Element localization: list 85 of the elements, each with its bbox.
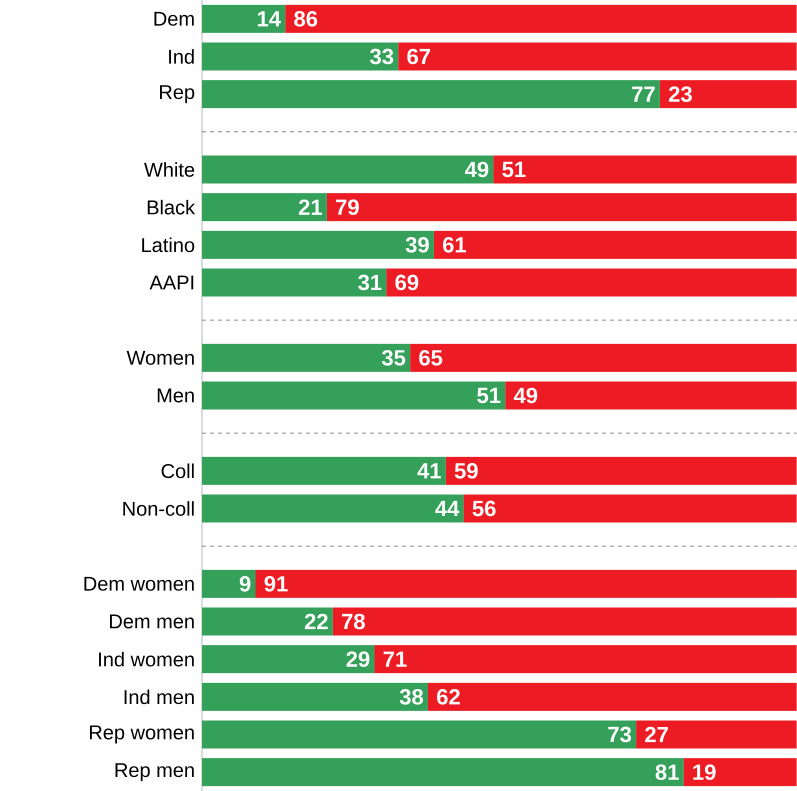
data-label: 51 — [477, 388, 500, 404]
data-label: 67 — [407, 48, 430, 64]
bar — [446, 456, 797, 485]
y-tick-label: Rep — [160, 85, 194, 104]
bar — [202, 193, 327, 222]
data-label: 86 — [294, 11, 318, 27]
bar — [386, 268, 797, 296]
data-label: 62 — [437, 689, 460, 705]
data-label: 41 — [417, 463, 441, 478]
bar — [202, 607, 333, 636]
y-tick-label: White — [144, 162, 194, 177]
y-tick-label: Coll — [162, 463, 194, 478]
bar — [202, 42, 398, 70]
data-label: 35 — [382, 350, 406, 366]
data-label: 49 — [464, 162, 488, 178]
y-tick-label: Dem men — [110, 614, 194, 628]
bar — [493, 155, 797, 184]
data-label: 39 — [406, 237, 429, 253]
bar — [202, 381, 506, 410]
data-label: 23 — [668, 86, 692, 102]
bar — [660, 80, 797, 108]
data-label: 27 — [645, 726, 668, 742]
bar — [202, 456, 446, 485]
y-tick-label: Rep women — [90, 726, 194, 744]
data-label: 73 — [608, 726, 632, 742]
y-tick-label: Men — [158, 388, 194, 402]
y-tick-label: AAPI — [150, 276, 194, 290]
bar — [202, 4, 286, 33]
y-tick-label: Black — [148, 200, 196, 214]
data-label: 61 — [443, 237, 466, 253]
bar — [505, 381, 797, 410]
data-label: 49 — [514, 388, 538, 404]
data-label: 91 — [264, 576, 288, 592]
data-label: 56 — [472, 500, 496, 516]
data-label: 65 — [419, 350, 442, 366]
bar — [434, 230, 797, 259]
bar — [326, 193, 797, 222]
bar — [202, 682, 428, 711]
data-label: 21 — [298, 199, 322, 215]
data-label: 79 — [336, 199, 359, 215]
y-tick-label: Ind — [169, 49, 194, 64]
y-tick-label: Women — [126, 350, 194, 365]
bar — [398, 42, 797, 70]
bar — [684, 758, 797, 786]
bar — [202, 80, 660, 108]
y-tick-label: Ind women — [99, 652, 194, 666]
bar — [256, 570, 797, 598]
bar — [636, 720, 797, 748]
data-label: 44 — [435, 500, 460, 516]
y-tick-label: Dem — [154, 12, 194, 26]
data-label: 77 — [632, 86, 655, 102]
data-label: 9 — [240, 576, 250, 592]
y-tick-label: Dem women — [84, 576, 194, 591]
data-label: 59 — [454, 463, 478, 479]
data-label: 31 — [358, 274, 382, 290]
bar — [202, 494, 464, 522]
bar — [202, 268, 386, 296]
data-label: 78 — [342, 614, 365, 630]
data-label: 14 — [258, 11, 281, 26]
bar — [202, 758, 684, 786]
bar — [410, 344, 797, 372]
data-label: 29 — [346, 651, 370, 667]
bar — [332, 607, 797, 636]
data-label: 69 — [395, 274, 418, 290]
data-label: 51 — [502, 162, 526, 178]
bar — [202, 230, 434, 259]
bar — [202, 155, 494, 184]
data-label: 81 — [656, 764, 679, 780]
bar — [202, 720, 636, 748]
bar — [202, 344, 410, 372]
y-tick-label: Non-coll — [123, 501, 194, 516]
data-label: 19 — [693, 764, 716, 780]
bar — [202, 570, 256, 598]
bar — [374, 645, 797, 674]
data-label: 71 — [384, 652, 407, 667]
bar — [464, 494, 797, 522]
bar — [285, 4, 797, 33]
y-tick-label: Latino — [142, 237, 194, 252]
data-label: 38 — [400, 689, 424, 705]
y-tick-label: Rep men — [116, 763, 194, 782]
bar — [428, 682, 797, 711]
y-tick-label: Ind men — [124, 689, 194, 704]
data-label: 33 — [370, 48, 394, 64]
data-label: 22 — [304, 614, 328, 630]
bar — [202, 645, 374, 674]
